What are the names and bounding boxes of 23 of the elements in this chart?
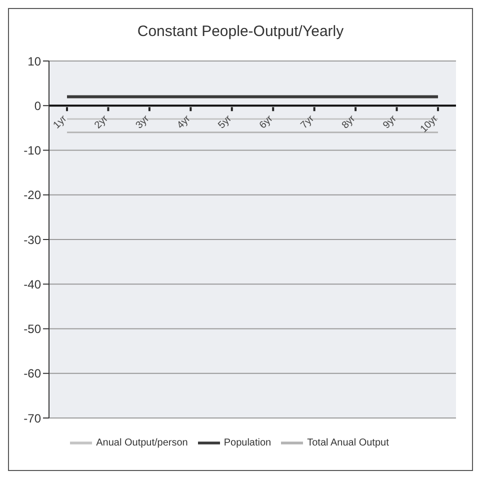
x-tick-label: 9yr xyxy=(381,113,400,132)
legend-label: Population xyxy=(224,438,272,449)
y-tick-label: -70 xyxy=(24,411,42,426)
y-tick-label: -50 xyxy=(24,322,42,336)
chart-title: Constant People-Output/Yearly xyxy=(136,23,345,40)
x-tick-label: 5yr xyxy=(216,113,234,132)
x-tick-label: 7yr xyxy=(298,113,317,132)
y-tick-label: -10 xyxy=(24,144,42,158)
legend-label: Anual Output/person xyxy=(96,438,188,449)
x-tick-label: 10yr xyxy=(418,112,441,135)
y-tick-label: -60 xyxy=(24,366,42,381)
x-tick-label: 8yr xyxy=(340,113,358,132)
legend-label: Total Anual Output xyxy=(307,438,389,449)
x-tick-label: 6yr xyxy=(258,113,276,132)
x-tick-label: 1yr xyxy=(52,113,70,132)
x-tick-label: 4yr xyxy=(175,113,194,132)
y-tick-label: -40 xyxy=(24,277,42,292)
y-tick-label: 10 xyxy=(28,54,42,68)
y-tick-label: 0 xyxy=(34,98,42,113)
y-tick-label: -20 xyxy=(24,188,42,202)
x-tick-label: 3yr xyxy=(134,113,152,132)
x-tick-label: 2yr xyxy=(92,113,111,132)
y-tick-label: -30 xyxy=(24,232,42,247)
